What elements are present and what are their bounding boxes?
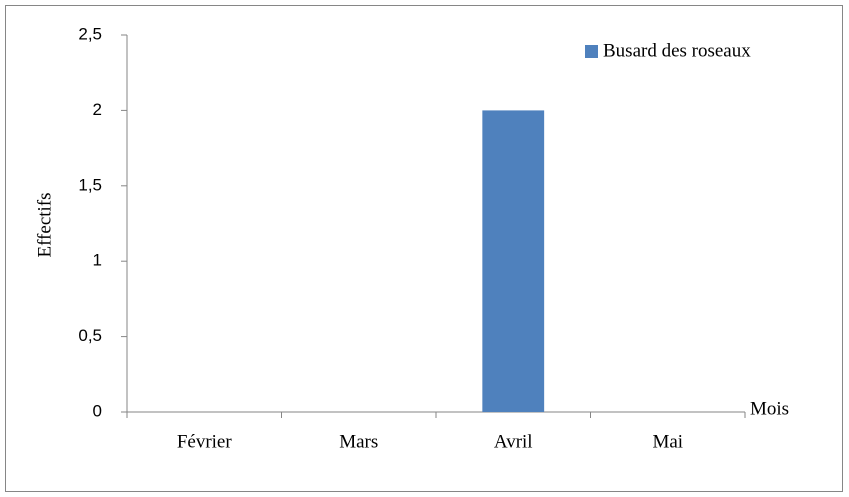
legend-label: Busard des roseaux	[603, 40, 751, 61]
x-tick-label: Mai	[652, 431, 683, 452]
x-tick-label: Février	[177, 431, 233, 452]
y-tick-label: 2,5	[78, 24, 102, 43]
y-tick-label: 1	[93, 251, 102, 270]
y-tick-label: 0,5	[78, 326, 102, 345]
x-axis-label: Mois	[750, 398, 789, 419]
legend-swatch	[585, 45, 598, 58]
y-tick-label: 1,5	[78, 175, 102, 194]
chart-frame	[5, 5, 843, 492]
y-tick-label: 0	[93, 401, 102, 420]
bar	[482, 110, 545, 413]
x-tick-label: Avril	[494, 431, 533, 452]
y-axis-label: Effectifs	[34, 192, 55, 257]
x-tick-label: Mars	[339, 431, 378, 452]
y-tick-label: 2	[93, 100, 102, 119]
